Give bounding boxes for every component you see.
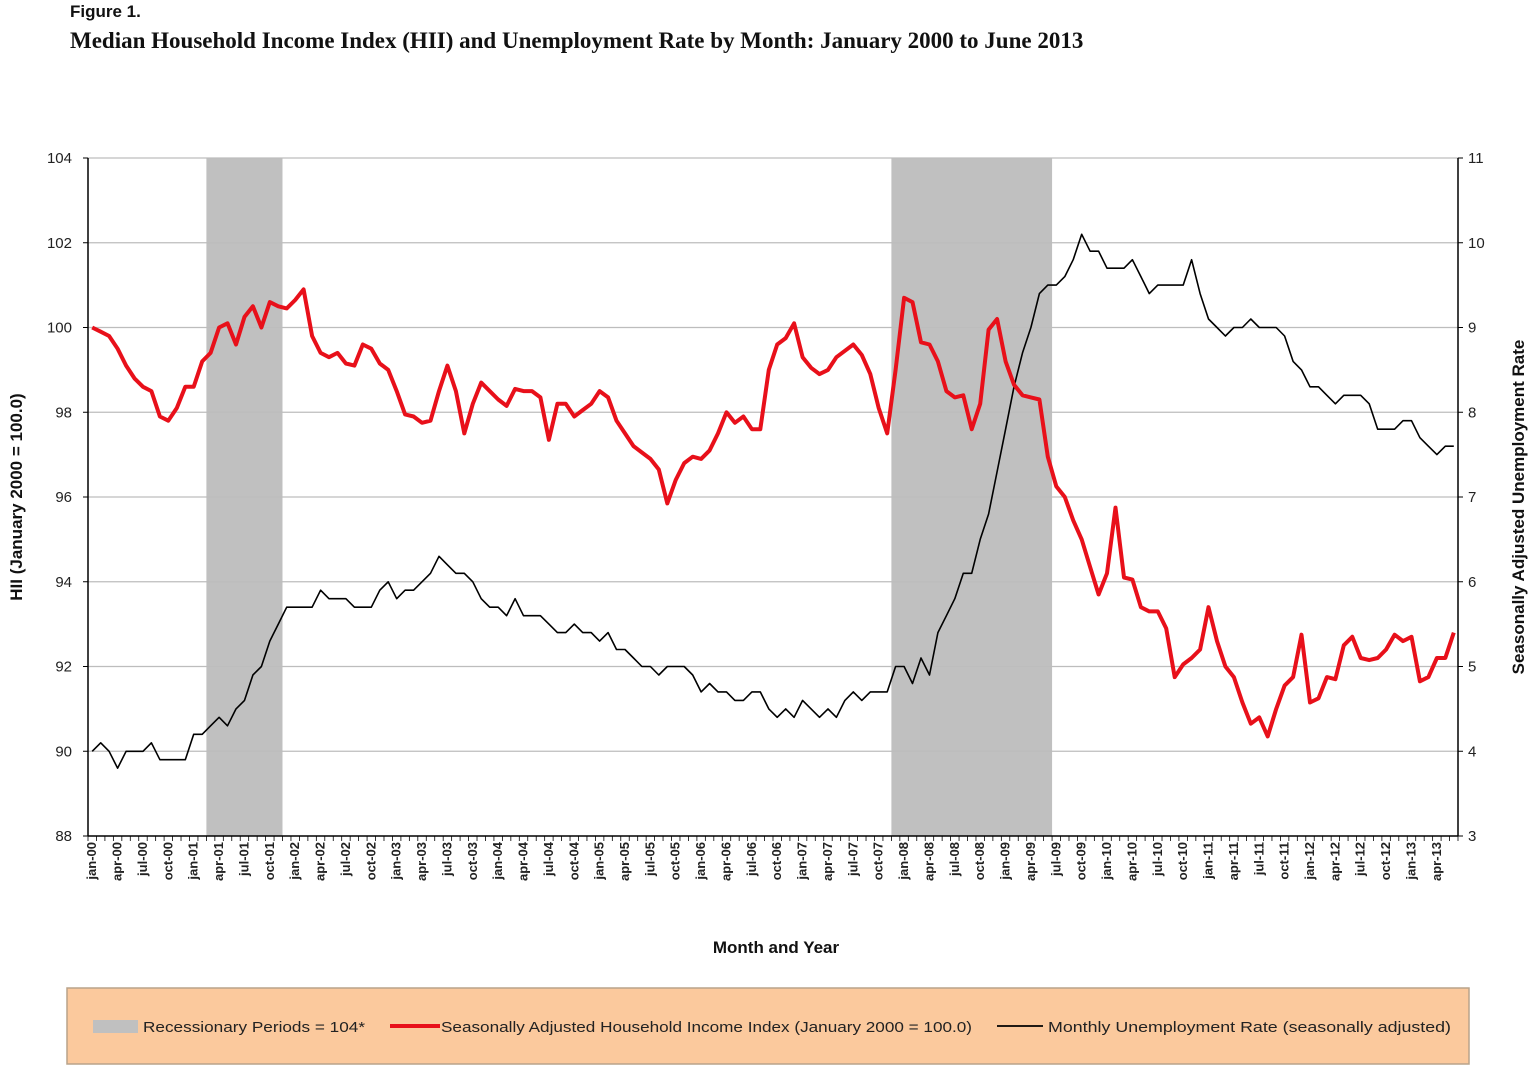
x-tick-label: apr-00 — [110, 842, 125, 881]
y-tick-label-left: 92 — [55, 659, 72, 676]
x-tick-label: apr-04 — [516, 841, 531, 881]
x-tick-label: apr-02 — [313, 842, 328, 881]
x-tick-label: jan-05 — [592, 842, 607, 881]
x-tick-label: apr-03 — [414, 842, 429, 881]
chart-title: Median Household Income Index (HII) and … — [70, 28, 1084, 53]
x-tick-label: jan-06 — [693, 842, 708, 881]
x-tick-label: oct-09 — [1074, 842, 1089, 880]
x-tick-label: apr-08 — [921, 842, 936, 881]
x-tick-label: oct-07 — [871, 842, 886, 880]
y-tick-label-right: 9 — [1468, 320, 1476, 337]
x-tick-label: jul-00 — [135, 842, 150, 877]
x-tick-label: jan-09 — [998, 842, 1013, 881]
unemployment-rate-line — [91, 233, 1454, 769]
x-tick-label: apr-01 — [211, 842, 226, 881]
x-tick-label: jul-06 — [744, 842, 759, 877]
x-tick-label: apr-09 — [1023, 842, 1038, 881]
y-axis-left-label: HII (January 2000 = 100.0) — [7, 393, 26, 600]
x-tick-label: apr-11 — [1226, 842, 1241, 880]
x-tick-label: jan-13 — [1403, 842, 1418, 881]
left-y-ticks: 88 90 92 94 96 98 100 102 104 — [47, 150, 88, 845]
right-y-ticks: 3 4 5 6 7 8 9 10 11 — [1458, 150, 1485, 845]
income-index-line — [91, 287, 1456, 739]
x-tick-label: oct-05 — [668, 842, 683, 880]
y-tick-label-right: 10 — [1468, 235, 1485, 252]
legend-label-unemployment: Monthly Unemployment Rate (seasonally ad… — [1048, 1019, 1451, 1036]
x-tick-label: jul-10 — [1150, 842, 1165, 877]
x-tick-label: jul-12 — [1353, 842, 1368, 877]
x-tick-label: apr-13 — [1429, 842, 1444, 881]
x-tick-label: jan-01 — [186, 842, 201, 881]
legend-swatch-recession — [93, 1020, 138, 1033]
y-tick-label-right: 6 — [1468, 574, 1476, 591]
y-tick-label-left: 104 — [47, 150, 72, 167]
y-tick-label-left: 102 — [47, 235, 72, 252]
x-tick-label: jul-04 — [541, 841, 556, 877]
x-tick-label: apr-05 — [617, 842, 632, 881]
x-tick-label: jan-02 — [287, 842, 302, 881]
x-tick-label: jan-12 — [1302, 842, 1317, 881]
y-tick-label-left: 98 — [55, 404, 72, 421]
x-tick-label: jul-11 — [1251, 842, 1266, 876]
x-tick-label: oct-10 — [1175, 842, 1190, 880]
x-tick-label: oct-12 — [1378, 842, 1393, 880]
legend-label-recession: Recessionary Periods = 104* — [143, 1019, 365, 1036]
y-tick-label-left: 96 — [55, 489, 72, 506]
y-tick-label-right: 8 — [1468, 404, 1476, 421]
x-tick-label: oct-04 — [566, 841, 581, 880]
y-tick-label-left: 100 — [47, 320, 72, 337]
x-tick-label: jan-10 — [1099, 842, 1114, 881]
x-tick-label: jul-03 — [439, 842, 454, 877]
y-tick-label-left: 94 — [55, 574, 72, 591]
legend-label-income: Seasonally Adjusted Household Income Ind… — [441, 1019, 972, 1036]
x-tick-label: apr-06 — [718, 842, 733, 881]
y-tick-label-right: 5 — [1468, 659, 1476, 676]
y-axis-right-label: Seasonally Adjusted Unemployment Rate — [1509, 340, 1528, 675]
legend-box — [66, 987, 1470, 1065]
x-tick-label: oct-00 — [160, 842, 175, 880]
gridlines — [88, 157, 1458, 752]
y-tick-label-left: 88 — [55, 828, 72, 845]
x-tick-label: jan-07 — [795, 842, 810, 881]
y-tick-label-right: 4 — [1468, 743, 1476, 760]
x-tick-label: jul-02 — [338, 842, 353, 877]
x-tick-label: jul-08 — [947, 842, 962, 877]
y-tick-label-right: 11 — [1468, 150, 1484, 167]
x-tick-label: jan-11 — [1201, 842, 1216, 880]
x-tick-label: apr-12 — [1327, 842, 1342, 881]
x-tick-label: jan-04 — [490, 841, 505, 880]
series-lines — [91, 233, 1456, 769]
x-tick-label: jul-01 — [236, 842, 251, 877]
x-tick-label: oct-06 — [769, 842, 784, 880]
x-tick-label: jul-09 — [1048, 842, 1063, 877]
y-tick-label-right: 3 — [1468, 828, 1476, 845]
x-tick-label: oct-02 — [363, 842, 378, 880]
x-axis-label: Month and Year — [713, 938, 840, 957]
y-tick-label-right: 7 — [1468, 489, 1476, 506]
x-tick-label: jul-05 — [642, 842, 657, 877]
x-tick-label: oct-01 — [262, 842, 277, 880]
figure-label: Figure 1. — [70, 2, 141, 21]
x-tick-label: apr-07 — [820, 842, 835, 881]
x-tick-label: oct-08 — [972, 842, 987, 880]
x-tick-label: jan-00 — [84, 842, 99, 881]
legend: Recessionary Periods = 104* Seasonally A… — [66, 987, 1470, 1065]
x-tick-label: oct-11 — [1277, 842, 1292, 880]
x-tick-label: oct-03 — [465, 842, 480, 880]
x-tick-label: jan-08 — [896, 842, 911, 881]
x-tick-label: jan-03 — [389, 842, 404, 881]
x-tick-label: jul-07 — [845, 842, 860, 877]
x-tick-label: apr-10 — [1124, 842, 1139, 881]
y-tick-label-left: 90 — [55, 743, 72, 760]
x-ticks: jan-00 apr-00 jul-00 oct-00 jan-01 apr-01 jul-… — [84, 836, 1459, 881]
